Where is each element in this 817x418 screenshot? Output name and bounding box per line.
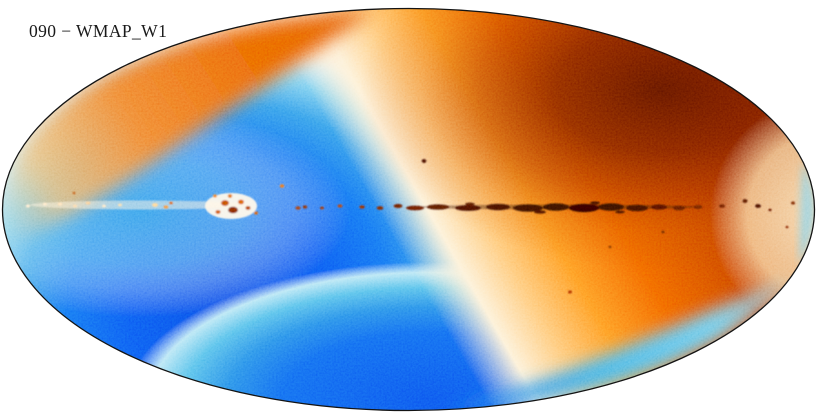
figure-label: 090 − WMAP_W1: [29, 21, 168, 41]
projection-outline: [1, 7, 816, 412]
